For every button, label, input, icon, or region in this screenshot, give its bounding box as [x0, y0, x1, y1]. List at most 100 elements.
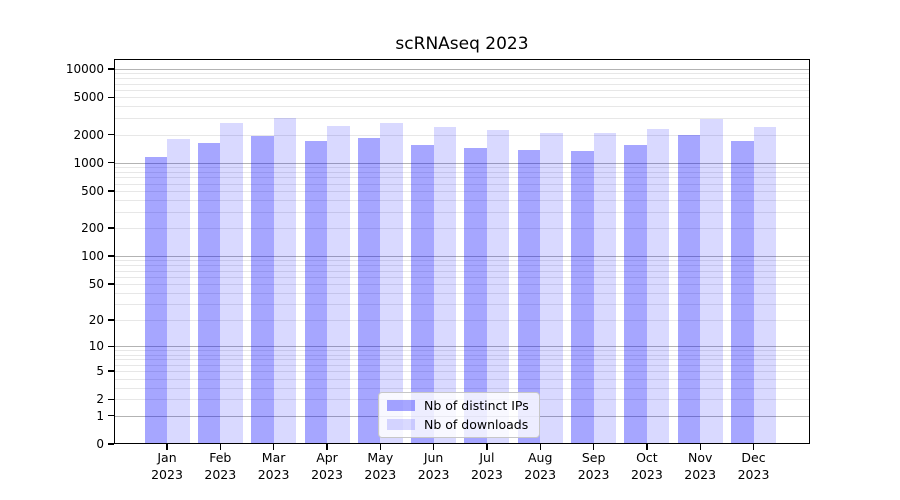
y-tick-label-500: 500 — [81, 183, 104, 198]
gridline-700 — [114, 177, 810, 179]
gridline-90 — [114, 260, 810, 262]
y-tick-mark-0 — [108, 443, 114, 445]
x-tick-label-feb: Feb 2023 — [204, 450, 237, 482]
bar-distinct-ips-jul — [464, 147, 487, 444]
gridline-2000 — [114, 134, 810, 136]
bar-downloads-aug — [540, 132, 563, 444]
bar-distinct-ips-aug — [517, 150, 541, 444]
x-tick-mark-sep — [592, 444, 595, 450]
y-tick-label-1: 1 — [96, 408, 104, 423]
bar-downloads-nov — [700, 119, 723, 444]
y-tick-mark-2000 — [108, 133, 114, 136]
y-tick-label-2: 2 — [96, 392, 104, 407]
gridline-500 — [114, 190, 810, 192]
bar-distinct-ips-oct — [624, 145, 647, 444]
legend-label-distinct-ips: Nb of distinct IPs — [424, 398, 529, 413]
bar-downloads-may — [380, 123, 403, 444]
x-tick-label-may: May 2023 — [364, 450, 397, 482]
bar-downloads-sep — [593, 132, 617, 444]
y-tick-label-0: 0 — [96, 437, 104, 451]
y-tick-label-2000: 2000 — [73, 127, 104, 142]
bar-downloads-jul — [486, 129, 510, 444]
x-tick-mark-dec — [752, 444, 755, 450]
x-tick-label-jan: Jan 2023 — [151, 450, 183, 482]
y-tick-mark-10 — [108, 345, 114, 348]
x-tick-label-dec: Dec 2023 — [737, 450, 770, 482]
y-tick-mark-1000 — [108, 162, 114, 164]
y-tick-label-50: 50 — [88, 276, 104, 291]
x-tick-mark-feb — [219, 444, 221, 450]
x-tick-mark-jul — [486, 444, 488, 450]
gridline-10 — [114, 346, 810, 348]
gridline-80 — [114, 265, 810, 267]
gridline-40 — [114, 292, 810, 294]
x-tick-mark-jun — [432, 444, 435, 450]
x-tick-label-aug: Aug 2023 — [524, 450, 557, 482]
bar-distinct-ips-nov — [677, 135, 701, 444]
x-tick-mark-oct — [646, 444, 648, 450]
legend-swatch-downloads — [387, 419, 415, 430]
bar-downloads-oct — [646, 128, 670, 444]
legend-label-downloads: Nb of downloads — [424, 417, 529, 432]
gridline-70 — [114, 270, 810, 272]
bar-downloads-feb — [220, 123, 243, 444]
x-tick-mark-may — [379, 444, 381, 450]
y-tick-mark-5000 — [108, 96, 114, 98]
x-tick-label-nov: Nov 2023 — [684, 450, 717, 482]
y-tick-label-20: 20 — [88, 313, 104, 328]
y-tick-label-10: 10 — [88, 339, 104, 354]
gridline-800 — [114, 171, 810, 173]
gridline-3000 — [114, 118, 810, 120]
gridline-5 — [114, 371, 810, 373]
gridline-6 — [114, 364, 810, 366]
x-tick-mark-jan — [166, 444, 168, 450]
gridline-9 — [114, 350, 810, 352]
x-tick-mark-mar — [272, 444, 275, 450]
gridline-300 — [114, 211, 810, 213]
legend: Nb of distinct IPs Nb of downloads — [378, 392, 540, 438]
y-tick-label-100: 100 — [81, 249, 104, 264]
y-tick-label-200: 200 — [81, 221, 104, 236]
x-tick-mark-apr — [326, 444, 328, 450]
x-tick-label-apr: Apr 2023 — [311, 450, 343, 482]
bar-distinct-ips-feb — [197, 142, 221, 444]
gridline-600 — [114, 183, 810, 185]
legend-entry-downloads: Nb of downloads — [387, 417, 529, 432]
gridline-100 — [114, 256, 810, 258]
bar-downloads-jan — [167, 138, 190, 444]
x-tick-label-sep: Sep 2023 — [577, 450, 610, 482]
gridline-60 — [114, 276, 810, 278]
bar-downloads-apr — [327, 125, 350, 444]
gridline-3 — [114, 387, 810, 389]
bar-distinct-ips-mar — [251, 135, 274, 444]
gridline-900 — [114, 167, 810, 168]
gridline-5000 — [114, 97, 810, 99]
bar-distinct-ips-dec — [731, 141, 754, 444]
gridline-50 — [114, 283, 810, 285]
bar-downloads-mar — [273, 118, 297, 444]
y-tick-mark-500 — [108, 190, 114, 192]
gridline-9000 — [114, 73, 810, 75]
gridline-8 — [114, 354, 810, 356]
y-tick-mark-100 — [108, 255, 114, 257]
y-tick-label-10000: 10000 — [65, 62, 104, 76]
x-tick-mark-nov — [699, 444, 701, 450]
bar-distinct-ips-jun — [411, 144, 434, 444]
gridline-30 — [114, 304, 810, 306]
y-tick-mark-50 — [108, 283, 114, 285]
x-tick-label-oct: Oct 2023 — [630, 450, 663, 482]
chart-title: scRNAseq 2023 — [395, 34, 529, 54]
y-tick-mark-20 — [108, 319, 114, 321]
x-tick-mark-aug — [539, 444, 541, 450]
y-tick-mark-2 — [108, 398, 114, 400]
bar-downloads-dec — [753, 127, 776, 444]
y-tick-mark-200 — [108, 227, 114, 229]
gridline-4000 — [114, 106, 810, 108]
gridline-1000 — [114, 162, 810, 164]
y-tick-label-5000: 5000 — [73, 90, 104, 105]
y-tick-label-1000: 1000 — [73, 155, 104, 170]
x-tick-label-jul: Jul 2023 — [470, 450, 503, 482]
x-tick-label-jun: Jun 2023 — [417, 450, 450, 482]
y-tick-mark-1 — [108, 415, 114, 417]
